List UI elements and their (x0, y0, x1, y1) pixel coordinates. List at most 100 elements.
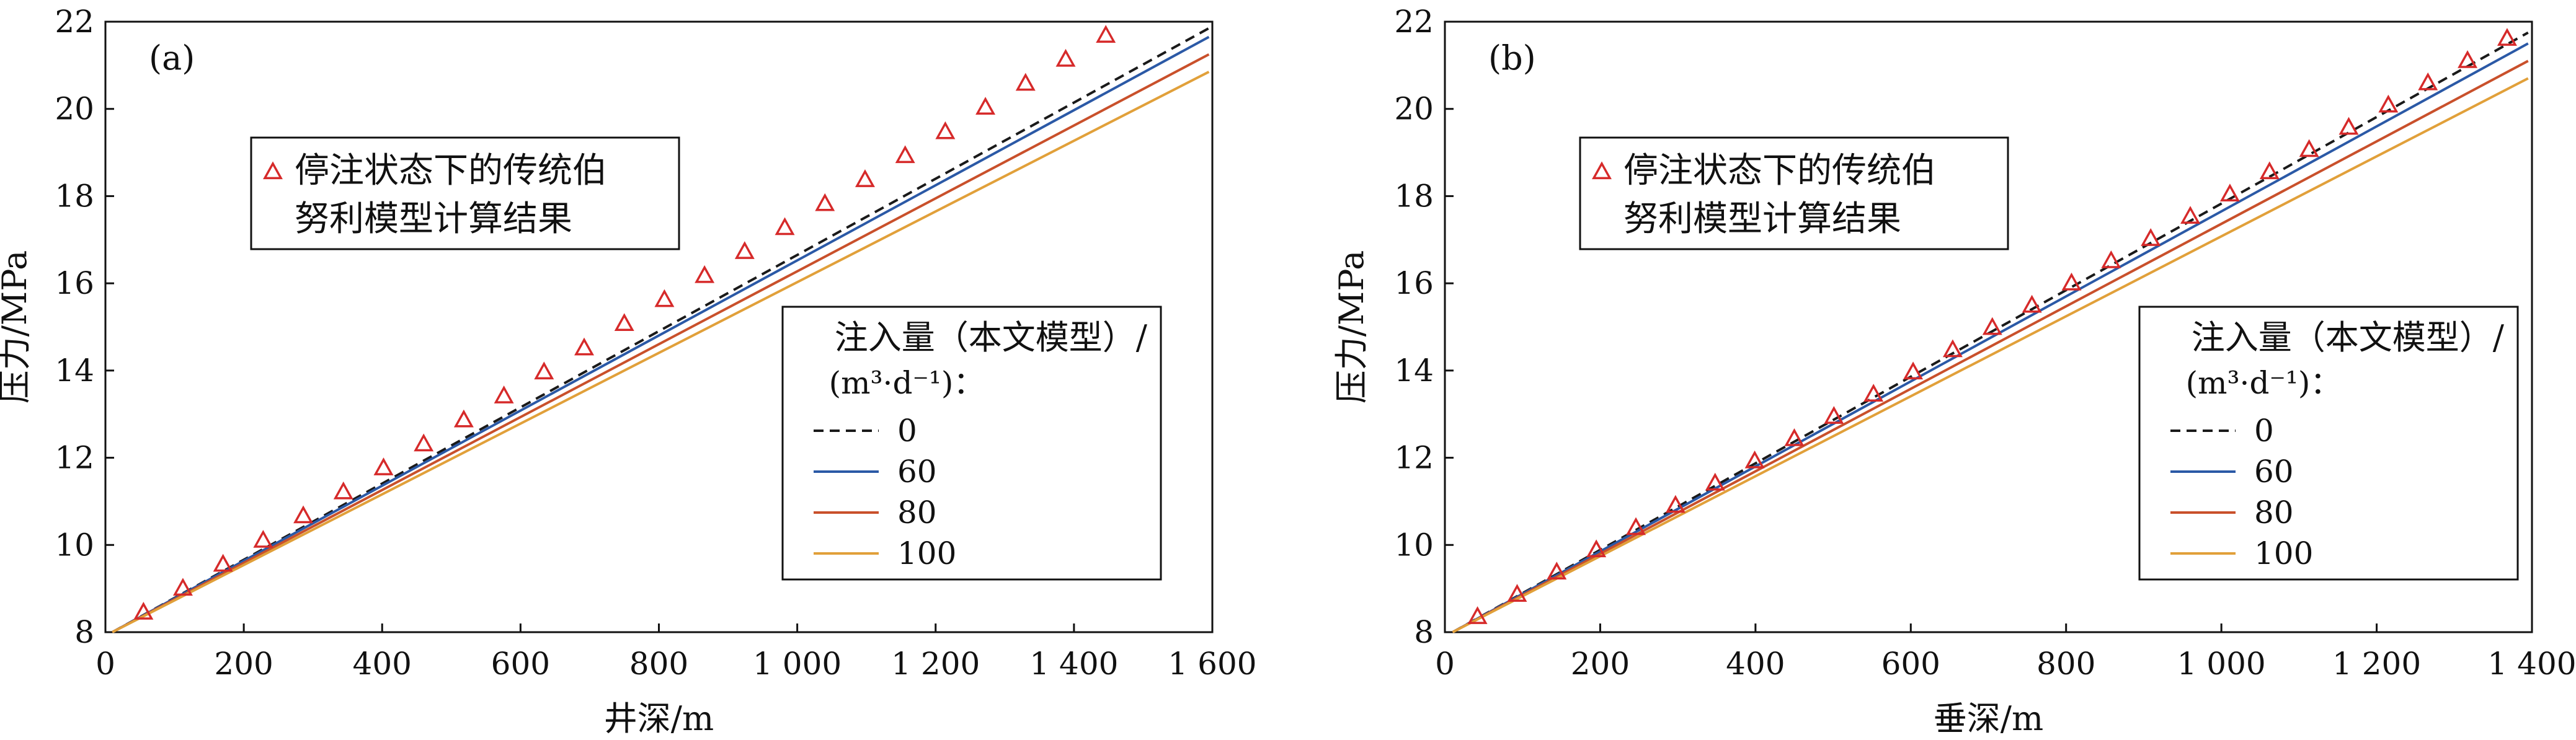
marker-point (1665, 495, 1686, 513)
marker-point (133, 602, 154, 620)
marker-point (1507, 584, 1527, 602)
marker-point (534, 361, 554, 380)
marker-point (2101, 250, 2121, 268)
x-tick-label: 400 (353, 646, 412, 682)
marker-legend-symbol (263, 161, 283, 180)
marker-point (654, 289, 675, 307)
marker-point (2299, 139, 2319, 157)
y-tick-label: 18 (55, 178, 94, 214)
x-tick-label: 1 000 (753, 646, 842, 682)
series-line-100 (1452, 77, 2529, 633)
marker-point (2378, 94, 2399, 113)
marker-legend-symbol (1592, 161, 1612, 180)
marker-point (1824, 406, 1844, 424)
y-tick-label: 12 (1394, 440, 1434, 476)
marker-point (333, 481, 353, 500)
legend-entry-label: 80 (897, 495, 937, 531)
marker-point (815, 193, 835, 211)
marker-point (855, 169, 875, 187)
legend-entry-label: 0 (2254, 413, 2274, 449)
marker-legend-text: 停注状态下的传统伯 (1623, 151, 1936, 191)
series-line-0 (1452, 31, 2529, 633)
y-tick-label: 20 (55, 91, 94, 127)
y-tick-label: 20 (1394, 91, 1434, 127)
x-tick-label: 800 (2036, 646, 2095, 682)
marker-point (1467, 606, 1488, 624)
y-tick-label: 16 (1394, 265, 1434, 301)
marker-point (2497, 28, 2517, 46)
x-tick-label: 1 600 (1168, 646, 1256, 682)
x-tick-label: 1 200 (891, 646, 980, 682)
legend-entry-label: 80 (2254, 495, 2294, 531)
marker-point (895, 145, 915, 164)
axes-frame (1444, 20, 2533, 633)
chart-panel-a: 0 200 400 600 800 1 000 1 200 1 400 1 6008101214… (0, 4, 1257, 738)
x-tick-label: 800 (629, 646, 688, 682)
y-tick-label: 22 (55, 4, 94, 40)
marker-legend-box (1579, 136, 2009, 250)
x-tick-label: 200 (214, 646, 273, 682)
marker-point (2061, 272, 2082, 291)
panel-label: (b) (1488, 38, 1536, 77)
marker-point (172, 578, 193, 596)
panel-label: (a) (149, 38, 195, 77)
legend-entry-label: 60 (2254, 454, 2294, 490)
y-tick-label: 14 (55, 353, 94, 389)
y-tick-label: 10 (55, 527, 94, 563)
marker-point (1015, 73, 1036, 91)
legend-entry-label: 100 (2254, 535, 2313, 571)
marker-point (2418, 72, 2438, 90)
legend-title: 注入量（本文模型）/ (835, 318, 1148, 357)
marker-point (1942, 339, 1963, 358)
x-tick-label: 1 200 (2332, 646, 2421, 682)
x-axis-label: 垂深/m (1934, 699, 2043, 738)
marker-point (1096, 25, 1116, 43)
x-tick-label: 1 400 (2487, 646, 2576, 682)
marker-point (2180, 206, 2201, 224)
y-tick-label: 22 (1394, 4, 1434, 40)
marker-point (2219, 183, 2240, 202)
marker-point (293, 505, 314, 524)
series-line-60 (112, 35, 1210, 633)
series-line-80 (1452, 59, 2529, 633)
marker-point (975, 97, 996, 115)
marker-point (373, 457, 394, 475)
y-tick-label: 16 (55, 265, 94, 301)
x-tick-label: 0 (1435, 646, 1455, 682)
series-legend-box (781, 306, 1162, 581)
y-axis-label: 压力/MPa (0, 250, 34, 404)
x-tick-label: 400 (1726, 646, 1785, 682)
marker-point (1744, 450, 1765, 469)
marker-legend-text: 努利模型计算结果 (1623, 199, 1901, 239)
x-tick-label: 600 (491, 646, 550, 682)
marker-point (2141, 228, 2161, 246)
legend-entry-label: 60 (897, 454, 937, 490)
marker-point (2259, 161, 2280, 180)
marker-legend-box (250, 136, 680, 250)
marker-point (1784, 428, 1805, 446)
marker-point (2338, 117, 2359, 135)
marker-point (734, 241, 755, 259)
marker-point (1705, 472, 1725, 491)
x-tick-label: 200 (1571, 646, 1630, 682)
x-tick-label: 600 (1881, 646, 1940, 682)
marker-point (253, 529, 273, 548)
marker-point (935, 121, 956, 139)
series-line-80 (112, 53, 1210, 633)
legend-entry-label: 0 (897, 413, 917, 449)
series-legend-box (2138, 306, 2519, 581)
x-tick-label: 0 (95, 646, 115, 682)
y-tick-label: 18 (1394, 178, 1434, 214)
y-tick-label: 8 (74, 614, 94, 650)
marker-legend-text: 停注状态下的传统伯 (295, 151, 607, 191)
legend-unit: (m³·d⁻¹)： (2186, 365, 2342, 401)
y-tick-label: 14 (1394, 353, 1434, 389)
marker-point (574, 337, 594, 356)
marker-point (1547, 562, 1567, 580)
marker-legend-text: 努利模型计算结果 (295, 199, 572, 239)
marker-point (1903, 361, 1924, 380)
y-tick-label: 12 (55, 440, 94, 476)
x-axis-label: 井深/m (604, 699, 714, 738)
marker-point (2022, 294, 2042, 313)
